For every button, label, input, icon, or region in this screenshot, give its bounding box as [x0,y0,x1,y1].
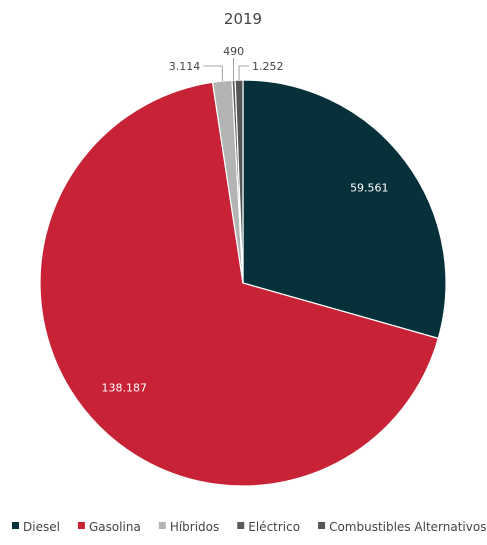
data-labels: 59.561 138.187 3.114 490 1.252 [101,45,388,395]
leader-lines [203,58,250,82]
legend-swatch-electrico [237,522,245,529]
legend-label-electrico: Eléctrico [248,520,300,534]
pie-slice-gasolina [39,81,440,487]
legend-label-combustibles-alternativos: Combustibles Alternativos [329,520,486,534]
legend-swatch-hibridos [158,522,166,529]
data-label-electrico: 490 [223,45,244,58]
data-label-hibridos: 3.114 [169,60,201,73]
pie-slice-diesel [242,79,447,340]
legend-swatch-gasolina [77,522,85,529]
data-label-diesel: 59.561 [350,182,389,195]
data-label-combustibles-alternativos: 1.252 [252,60,283,73]
legend-label-diesel: Diesel [23,520,60,534]
leader-line-hibridos [203,65,223,82]
legend-label-hibridos: Híbridos [170,520,219,534]
legend-swatch-diesel [12,522,19,529]
pie-slices [39,79,447,487]
legend-swatch-combustibles-alternativos [318,522,326,529]
leader-line-combustibles-alternativos [238,65,250,81]
chart-title: 2019 [224,10,262,28]
legend-label-gasolina: Gasolina [89,520,141,534]
legend: Diesel Gasolina Híbridos Eléctrico Combustib… [12,520,486,534]
data-label-gasolina: 138.187 [101,382,147,395]
